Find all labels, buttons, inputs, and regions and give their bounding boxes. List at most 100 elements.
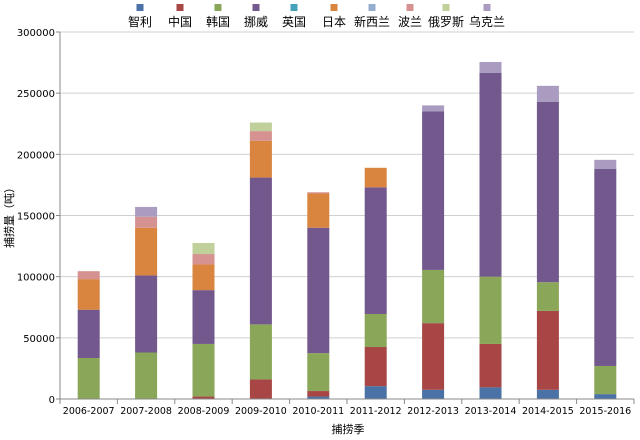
legend-swatch: [406, 4, 414, 11]
bar-segment: [364, 167, 387, 188]
bar-segment: [536, 85, 559, 102]
legend-label: 乌克兰: [469, 14, 505, 29]
bar-segment: [479, 343, 502, 388]
legend-item: 中国: [168, 4, 192, 29]
y-tick-label: 300000: [17, 28, 55, 39]
y-tick-label: 0: [49, 395, 55, 406]
bar-segment: [594, 159, 617, 170]
bar-segment: [192, 396, 215, 399]
legend-label: 智利: [128, 14, 152, 29]
legend-item: 韩国: [206, 4, 230, 29]
bar-segment: [192, 290, 215, 344]
bar-segment: [249, 122, 272, 132]
bars: [77, 61, 617, 399]
legend-item: 乌克兰: [469, 4, 505, 29]
legend-label: 挪威: [244, 15, 268, 29]
bar-segment: [249, 177, 272, 325]
bar-segment: [307, 396, 330, 399]
bar-segment: [249, 379, 272, 399]
bar-segment: [249, 140, 272, 178]
bar-segment: [77, 271, 100, 280]
bar-segment: [422, 105, 445, 112]
x-tick-label: 2010-2011: [292, 406, 344, 417]
bar-segment: [192, 264, 215, 291]
y-tick-label: 200000: [17, 150, 55, 161]
legend-item: 英国: [282, 4, 306, 29]
legend-label: 日本: [322, 15, 346, 29]
legend-swatch: [136, 4, 144, 11]
bar-segment: [249, 324, 272, 380]
legend-swatch: [483, 4, 491, 11]
bar-segment: [422, 389, 445, 399]
legend-label: 中国: [168, 14, 192, 29]
bar-segment: [135, 275, 158, 353]
bar-segment: [307, 192, 330, 194]
bar-segment: [594, 169, 617, 366]
legend-label: 俄罗斯: [428, 15, 464, 29]
legend-label: 英国: [282, 15, 306, 29]
legend-item: 日本: [322, 4, 346, 29]
legend-swatch: [368, 4, 376, 11]
bar-segment: [135, 227, 158, 276]
x-tick-label: 2014-2015: [522, 406, 574, 417]
legend-label: 新西兰: [354, 14, 390, 29]
bar-segment: [192, 343, 215, 397]
bar-segment: [307, 227, 330, 354]
bar-segment: [422, 269, 445, 324]
legend-swatch: [290, 4, 298, 11]
bar-segment: [135, 352, 158, 399]
axes: 0 50000 100000 150000 200000 250000 300000 2006…: [17, 28, 635, 417]
bar-segment: [479, 276, 502, 344]
legend-item: 挪威: [244, 4, 268, 29]
x-tick-label: 2007-2008: [120, 406, 172, 417]
legend-label: 波兰: [398, 15, 422, 29]
x-tick-label: 2011-2012: [350, 406, 402, 417]
bar-segment: [249, 131, 272, 141]
bar-segment: [307, 193, 330, 228]
x-tick-label: 2008-2009: [178, 406, 230, 417]
bar-segment: [307, 391, 330, 397]
bar-segment: [192, 254, 215, 265]
bar-segment: [364, 347, 387, 387]
x-tick-label: 2009-2010: [235, 406, 287, 417]
legend-item: 俄罗斯: [428, 4, 464, 29]
bar-segment: [364, 187, 387, 314]
bar-segment: [422, 323, 445, 390]
legend-swatch: [214, 4, 222, 11]
bar-segment: [364, 313, 387, 348]
x-tick-label: 2013-2014: [465, 406, 517, 417]
x-tick-label: 2012-2013: [407, 406, 459, 417]
bar-segment: [135, 206, 158, 217]
legend-item: 新西兰: [354, 4, 390, 29]
bar-segment: [479, 387, 502, 399]
bar-segment: [364, 386, 387, 399]
y-tick-label: 100000: [17, 273, 55, 284]
bar-segment: [594, 365, 617, 395]
legend-swatch: [330, 4, 338, 11]
bar-segment: [594, 394, 617, 399]
bar-segment: [536, 101, 559, 283]
legend: 智利 中国 韩国 挪威 英国 日本 新西兰 波兰 俄罗斯 乌克兰: [128, 4, 505, 29]
y-tick-label: 150000: [17, 212, 55, 223]
legend-swatch: [442, 4, 450, 11]
y-axis-label: 捕捞量（吨）: [2, 182, 16, 248]
x-tick-label: 2015-2016: [579, 406, 631, 417]
bar-segment: [307, 353, 330, 392]
legend-label: 韩国: [206, 14, 230, 29]
x-tick-label: 2006-2007: [63, 406, 115, 417]
bar-segment: [77, 309, 100, 359]
bar-segment: [192, 243, 215, 255]
y-tick-label: 50000: [23, 334, 55, 345]
legend-item: 波兰: [398, 4, 422, 29]
bar-segment: [422, 111, 445, 270]
bar-segment: [77, 358, 100, 399]
bar-segment: [479, 61, 502, 73]
x-axis-label: 捕捞季: [332, 422, 365, 436]
legend-swatch: [252, 4, 260, 11]
bar-segment: [536, 310, 559, 390]
bar-segment: [536, 282, 559, 311]
legend-item: 智利: [128, 4, 152, 29]
bar-segment: [77, 279, 100, 310]
bar-segment: [135, 216, 158, 228]
